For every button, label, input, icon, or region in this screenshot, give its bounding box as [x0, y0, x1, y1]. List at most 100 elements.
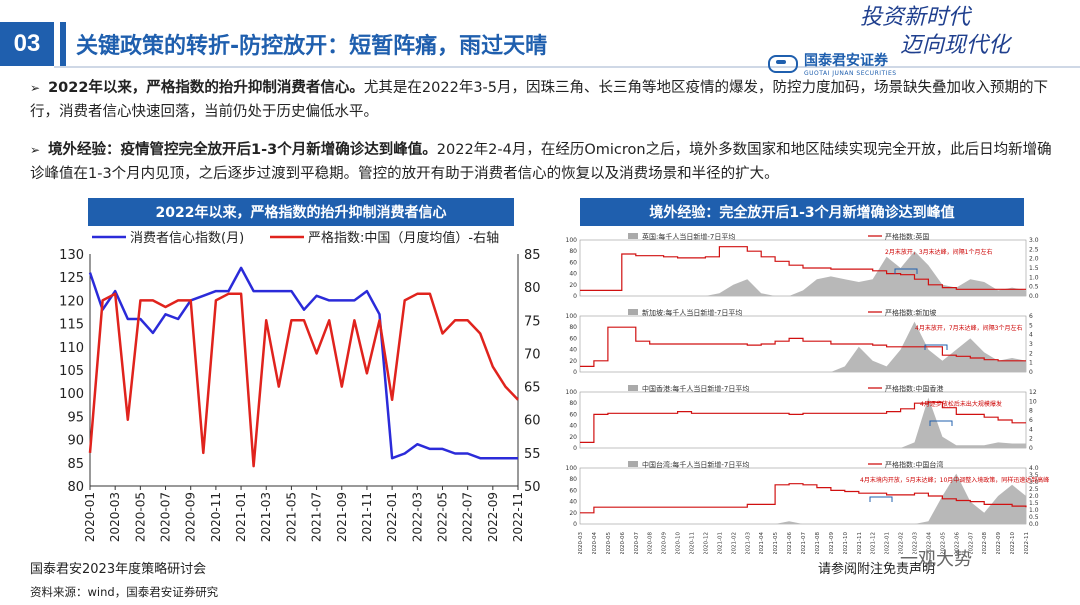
y-left-tick-label: 100	[59, 387, 84, 402]
panel-x-tick-label: 2020-08	[648, 532, 654, 554]
panel-y-right-tick: 2	[1029, 350, 1033, 357]
x-tick-label: 2020-11	[209, 492, 223, 542]
panel-y-right-tick: 0.0	[1029, 293, 1039, 300]
panel-y-left-tick: 0	[573, 445, 577, 452]
panel-y-right-tick: 2.0	[1029, 493, 1039, 500]
panel-x-tick-label: 2021-02	[731, 532, 737, 554]
watermark: 一观大势	[900, 549, 972, 570]
x-tick-label: 2021-03	[259, 492, 273, 542]
panel-x-tick-label: 2020-07	[634, 532, 640, 554]
panel-y-left-tick: 60	[569, 335, 577, 342]
panel-x-tick-label: 2020-09	[662, 532, 668, 554]
bullet-arrow-icon: ➢	[30, 143, 41, 157]
series-line-consumer-confidence	[88, 266, 518, 460]
panel-y-left-tick: 60	[569, 411, 577, 418]
panel-x-tick-label: 2020-06	[620, 532, 626, 554]
panel-y-left-tick: 60	[569, 487, 577, 494]
y-left-tick-label: 80	[67, 480, 84, 495]
overseas-experience-chart: 英国:每千人当日新增-7日平均 严格指数:英国1008060402003.02.5…	[566, 232, 1050, 554]
panel-y-left-tick: 20	[569, 358, 577, 365]
panel-x-tick-label: 2021-11	[857, 532, 863, 554]
series-line-stringency	[580, 401, 1026, 443]
panel-x-tick-label: 2022-06	[954, 532, 960, 554]
slogan-line-2: 迈向现代化	[900, 33, 1011, 58]
panel-x-tick-label: 2021-06	[787, 532, 793, 554]
panel-y-right-tick: 2.0	[1029, 256, 1039, 263]
y-left-tick-label: 125	[59, 271, 84, 286]
x-tick-label: 2020-05	[133, 492, 147, 542]
x-tick-label: 2020-01	[83, 492, 97, 542]
panel-y-right-tick: 1.0	[1029, 507, 1039, 514]
x-tick-label: 2021-01	[234, 492, 248, 542]
legend-label-cases: 新加坡:每千人当日新增-7日平均	[642, 308, 742, 317]
panel-y-right-tick: 0	[1029, 445, 1033, 452]
panel-annotation: 2月末放开，3月末达峰，间隔1个月左右	[885, 248, 992, 256]
x-tick-label: 2021-09	[335, 492, 349, 542]
panel-y-right-tick: 4.0	[1029, 465, 1039, 472]
y-left-tick-label: 110	[59, 341, 84, 356]
panel-x-tick-label: 2021-09	[829, 532, 835, 554]
panel-y-left-tick: 20	[569, 282, 577, 289]
x-tick-label: 2022-11	[511, 492, 525, 542]
panel-y-right-tick: 2	[1029, 436, 1033, 443]
y-right-tick-label: 65	[524, 381, 541, 396]
logo-name-en: GUOTAI JUNAN SECURITIES	[804, 70, 897, 77]
consumer-confidence-chart: 消费者信心指数(月) 严格指数:中国（月度均值）-右轴 80 85 90 95 100 105…	[59, 230, 541, 542]
panel-annotation: 4月末境内开放，5月末达峰；10月中调整入境政策，同样迅速达到高峰	[860, 476, 1049, 484]
x-tick-label: 2022-07	[461, 492, 475, 542]
panel-y-left-tick: 40	[569, 499, 577, 506]
logo-name-cn: 国泰君安证券	[804, 53, 888, 69]
panel-x-tick-label: 2021-12	[871, 532, 877, 554]
overseas-panel: 英国:每千人当日新增-7日平均 严格指数:英国 100 80 60 40 20 0 3.0 2.5…	[566, 232, 1039, 300]
legend-label-cases: 中国香港:每千人当日新增-7日平均	[642, 384, 749, 393]
panel-y-left-tick: 80	[569, 248, 577, 255]
overseas-panel: 新加坡:每千人当日新增-7日平均 严格指数:新加坡1008060402006543…	[566, 308, 1033, 376]
panel-y-left-tick: 80	[569, 324, 577, 331]
x-tick-label: 2021-11	[360, 492, 374, 542]
y-right-tick-label: 60	[524, 414, 541, 429]
panel-x-tick-label: 2022-10	[1010, 532, 1016, 554]
panel-y-right-tick: 0.5	[1029, 284, 1039, 291]
panel-y-right-tick: 4	[1029, 426, 1033, 433]
annotation-bracket	[869, 496, 893, 502]
company-logo: 国泰君安证券 GUOTAI JUNAN SECURITIES	[768, 50, 897, 77]
x-tick-label: 2022-05	[435, 492, 449, 542]
disclaimer-link[interactable]: 请参阅附注免责声明	[818, 562, 936, 577]
bullet-2-lead: 境外经验：疫情管控完全放开后1-3个月新增确诊达到峰值。	[48, 142, 437, 158]
left-chart-header: 2022年以来，严格指数的抬升抑制消费者信心	[88, 198, 514, 226]
y-right-tick-label: 50	[524, 480, 541, 495]
legend-label-stringency: 严格指数:中国（月度均值）-右轴	[308, 230, 499, 246]
panel-y-right-tick: 6	[1029, 313, 1033, 320]
panel-y-left-tick: 0	[573, 369, 577, 376]
panel-y-right-tick: 0.0	[1029, 521, 1039, 528]
bullet-1-text: 尤其是在2022年3-5月，因珠三角、长三角等地区疫情的爆发，防控力度加码，场景…	[30, 80, 1049, 120]
panel-y-right-tick: 12	[1029, 389, 1037, 396]
y-left-tick-label: 105	[59, 364, 84, 379]
panel-x-tick-label: 2022-01	[885, 532, 891, 554]
panel-annotation: 4月逐步放松后未出大规模爆发	[920, 400, 1002, 408]
panel-y-left-tick: 100	[566, 313, 578, 320]
panel-x-tick-label: 2021-04	[759, 532, 765, 554]
y-left-tick-label: 90	[67, 434, 84, 449]
panel-x-tick-label: 2020-10	[676, 532, 682, 554]
y-left-tick-label: 85	[67, 457, 84, 472]
slogan: 投资新时代 迈向现代化	[860, 4, 1060, 60]
panel-y-left-tick: 0	[573, 521, 577, 528]
series-line-stringency	[580, 483, 1027, 514]
panel-x-tick-label: 2022-09	[996, 532, 1002, 554]
panel-y-right-tick: 1.5	[1029, 265, 1039, 272]
bullet-1-lead: 2022年以来，严格指数的抬升抑制消费者信心。	[48, 80, 364, 96]
y-left-tick-label: 120	[59, 294, 84, 309]
y-left-tick-label: 95	[67, 410, 84, 425]
series-line-stringency-index	[88, 292, 519, 468]
series-area-new-cases	[580, 473, 1026, 524]
panel-y-left-tick: 20	[569, 510, 577, 517]
legend-label-cases: 中国台湾:每千人当日新增-7日平均	[642, 460, 749, 469]
panel-y-right-tick: 0	[1029, 369, 1033, 376]
panel-y-left-tick: 60	[569, 259, 577, 266]
panel-y-left-tick: 40	[569, 347, 577, 354]
legend-label-stringency: 严格指数:中国台湾	[885, 460, 943, 469]
x-tick-label: 2020-03	[108, 492, 122, 542]
panel-x-tick-label: 2021-05	[773, 532, 779, 554]
y-right-tick-label: 55	[524, 447, 541, 462]
